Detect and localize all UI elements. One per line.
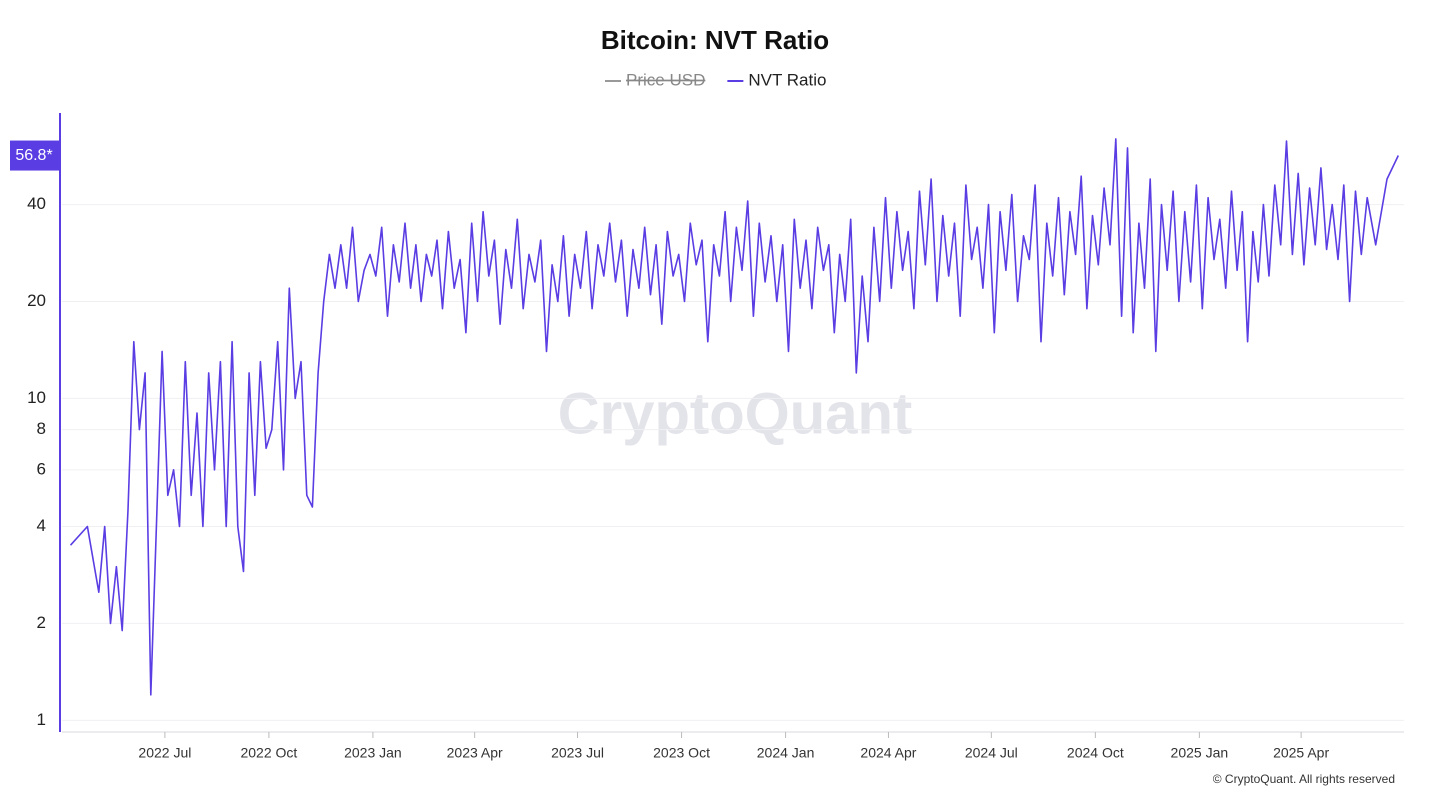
watermark: CryptoQuant [558,381,912,446]
y-tick-label: 20 [27,291,46,310]
x-tick-label: 2023 Apr [447,745,503,761]
y-tick-label: 10 [27,388,46,407]
legend-label: Price USD [626,70,705,89]
x-tick-label: 2025 Jan [1171,745,1229,761]
y-tick-label: 4 [37,516,46,535]
x-tick-label: 2024 Oct [1067,745,1124,761]
x-tick-label: 2022 Oct [240,745,297,761]
y-tick-label: 1 [37,710,46,729]
y-tick-label: 40 [27,194,46,213]
legend-label: NVT Ratio [748,70,826,89]
y-tick-label: 2 [37,613,46,632]
x-tick-label: 2023 Jul [551,745,604,761]
x-tick-label: 2024 Jul [965,745,1018,761]
y-tick-label: 8 [37,419,46,438]
current-value-box [10,140,59,171]
current-value-label: 56.8* [15,147,52,164]
x-tick-label: 2024 Apr [860,745,916,761]
series-line [69,138,1400,696]
x-tick-label: 2022 Jul [138,745,191,761]
footer: © CryptoQuant. All rights reserved [1213,772,1395,786]
y-tick-label: 6 [37,459,46,478]
x-tick-label: 2023 Oct [653,745,710,761]
x-tick-label: 2025 Apr [1273,745,1329,761]
chart-title: Bitcoin: NVT Ratio [601,25,829,55]
x-tick-label: 2023 Jan [344,745,402,761]
x-tick-label: 2024 Jan [757,745,815,761]
